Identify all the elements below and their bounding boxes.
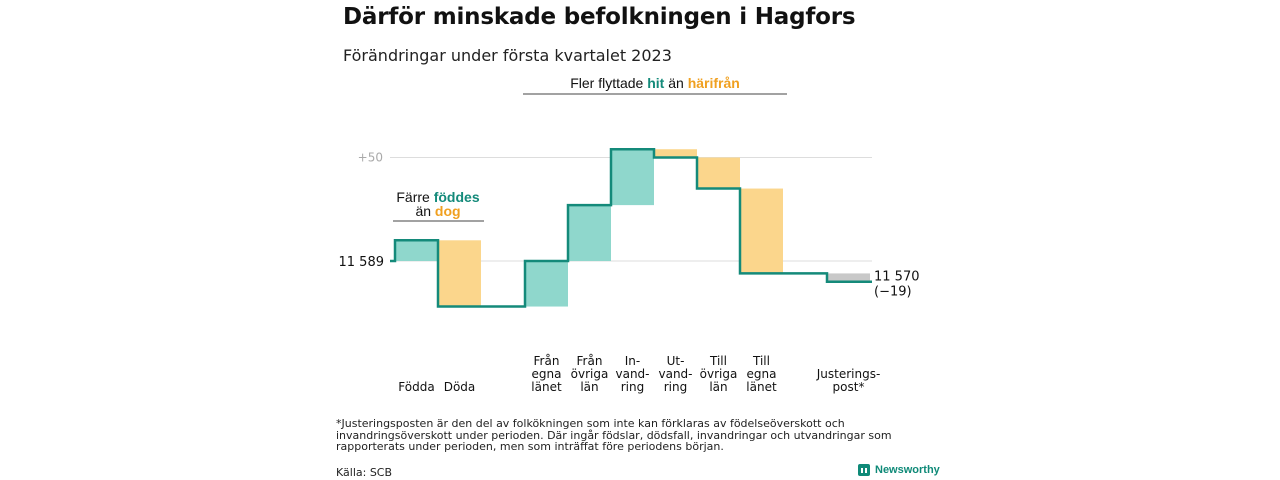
bar-7 bbox=[740, 188, 783, 274]
annotation-births-line1: Färre föddes bbox=[396, 189, 479, 205]
category-label-5: Ut-vand-ring bbox=[658, 354, 692, 394]
bar-1 bbox=[438, 240, 481, 307]
chart-subtitle: Förändringar under första kvartalet 2023 bbox=[343, 46, 672, 65]
start-label: 11 589 bbox=[339, 255, 385, 270]
category-label-8: Justerings-post* bbox=[816, 367, 881, 394]
level-line bbox=[390, 147, 872, 308]
category-label-7: Till egna länet bbox=[746, 354, 777, 394]
bar-6 bbox=[697, 157, 740, 189]
chart-title: Därför minskade befolkningen i Hagfors bbox=[343, 4, 856, 30]
bar-3 bbox=[568, 205, 611, 261]
bar-4 bbox=[611, 149, 654, 206]
category-label-6: Till övriga län bbox=[700, 354, 738, 394]
bar-5 bbox=[654, 149, 697, 158]
bar-8 bbox=[827, 273, 870, 282]
end-label: 11 570 bbox=[874, 270, 920, 285]
bar-chart-icon bbox=[858, 464, 870, 476]
category-label-3: Från övriga län bbox=[571, 354, 609, 394]
category-label-4: In-vand-ring bbox=[615, 354, 649, 394]
annotation-migration: Fler flyttade hit än härifrån bbox=[570, 75, 740, 91]
source: Källa: SCB bbox=[336, 466, 393, 479]
end-change-label: (−19) bbox=[874, 285, 912, 300]
category-label-1: Döda bbox=[444, 380, 476, 394]
newsworthy-logo: Newsworthy bbox=[858, 464, 940, 476]
category-label-0: Födda bbox=[398, 380, 434, 394]
bar-0 bbox=[395, 240, 438, 261]
bar-2 bbox=[525, 261, 568, 307]
annotation-births-line2: än dog bbox=[415, 203, 460, 219]
category-label-2: Från egna länet bbox=[531, 354, 562, 394]
brand-name: Newsworthy bbox=[875, 464, 940, 476]
footnote: *Justeringsposten är den del av folkökni… bbox=[336, 417, 892, 453]
grid-label: +50 bbox=[358, 151, 383, 165]
